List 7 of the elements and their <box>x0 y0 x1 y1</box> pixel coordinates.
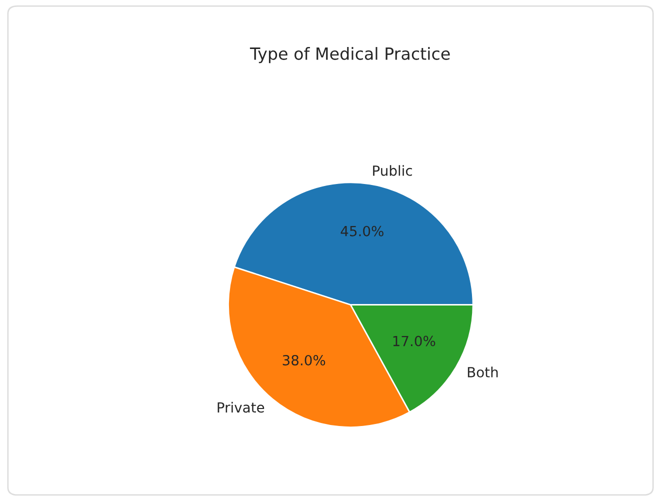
data-label: 45.0% <box>340 226 384 236</box>
slice-label: Both <box>468 366 498 378</box>
data-label: 38.0% <box>282 354 326 366</box>
slice-label: Public <box>373 165 412 176</box>
chart-title: Type of Medical Practice <box>250 47 450 64</box>
slice-label: Private <box>218 402 264 413</box>
data-label: 17.0% <box>393 336 436 346</box>
